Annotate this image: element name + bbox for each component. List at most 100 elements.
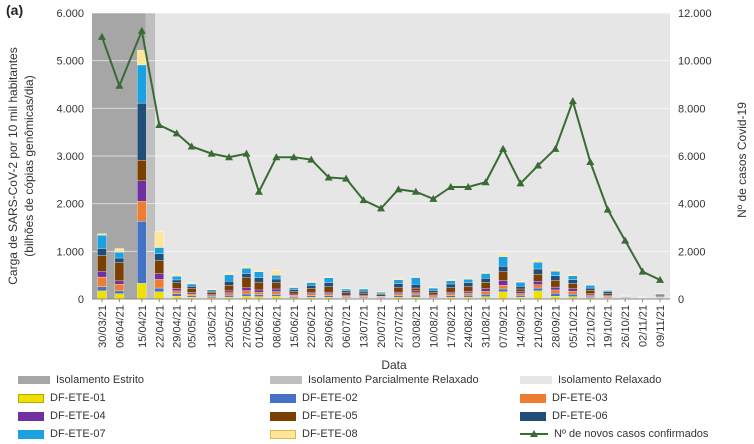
bar-segment <box>498 280 508 286</box>
bar-segment <box>187 293 197 296</box>
bar-segment <box>172 274 182 277</box>
bar-segment <box>358 290 369 294</box>
bar-segment <box>568 274 578 277</box>
bar-segment <box>376 291 386 294</box>
legend-ete03: DF-ETE-03 <box>520 392 608 404</box>
line-point <box>272 153 281 161</box>
line-point <box>342 174 351 182</box>
y-tick-label: 2.000 <box>56 199 84 211</box>
legend-ete07: DF-ETE-07 <box>18 428 106 440</box>
bar-segment <box>411 277 421 285</box>
bar-segment <box>533 259 543 263</box>
bar-segment <box>550 289 561 294</box>
bar-segment <box>97 271 107 278</box>
bar-segment <box>224 281 234 286</box>
x-tick-label: 13/05/21 <box>207 305 219 348</box>
legend-period-strict: Isolamento Estrito <box>18 374 144 386</box>
bar-segment <box>550 275 561 281</box>
legend-cases-line: Nº de novos casos confirmados <box>520 428 708 440</box>
bar-segment <box>463 295 473 298</box>
bar-segment <box>154 273 164 280</box>
line-point <box>97 32 106 40</box>
x-tick-label: 15/04/21 <box>137 305 149 348</box>
bar-segment <box>463 277 473 280</box>
bar-segment <box>241 287 252 291</box>
bar-segment <box>358 292 369 296</box>
bar-segment <box>568 294 578 297</box>
bar-segment <box>172 279 182 283</box>
bar-segment <box>187 288 197 293</box>
line-point <box>377 204 385 212</box>
line-point <box>187 142 196 150</box>
x-tick-label: 05/10/21 <box>568 305 580 348</box>
bar-segment <box>137 180 147 202</box>
panel-label: (a) <box>6 2 24 18</box>
bar-segment <box>154 291 164 300</box>
line-point <box>207 149 216 157</box>
bar-segment <box>585 293 595 296</box>
bar-segment <box>137 283 147 300</box>
legend-label: DF-ETE-08 <box>302 428 358 440</box>
legend-label: DF-ETE-07 <box>50 428 106 440</box>
bar-segment <box>428 292 438 296</box>
x-tick-label: 01/06/21 <box>254 305 266 348</box>
x-tick-label: 21/09/21 <box>533 305 545 348</box>
bar-segment <box>446 295 456 298</box>
x-tick-label: 20/07/21 <box>376 305 388 348</box>
line-point <box>603 205 612 213</box>
bar-segment <box>341 290 351 293</box>
x-tick-label: 27/07/21 <box>393 305 405 348</box>
bar-segment <box>271 282 282 290</box>
line-point <box>307 155 316 163</box>
bar-segment <box>446 283 456 288</box>
legend-ete06: DF-ETE-06 <box>520 410 608 422</box>
bar-segment <box>187 292 197 295</box>
bar-segment <box>515 293 526 296</box>
y-tick-label: 1.000 <box>56 246 84 258</box>
legend-label: Isolamento Relaxado <box>558 374 662 386</box>
line-point <box>551 144 560 152</box>
bar-segment <box>463 286 473 292</box>
bar-segment <box>154 260 164 274</box>
bar-segment <box>498 271 508 281</box>
bar-segment <box>289 295 299 297</box>
bar-segment <box>241 293 252 297</box>
legend-swatch <box>270 393 296 403</box>
legend-period-partial: Isolamento Parcialmente Relaxado <box>270 374 479 386</box>
line-point <box>481 178 490 186</box>
bar-segment <box>289 289 299 292</box>
bar-segment <box>533 262 543 270</box>
line-point <box>394 185 403 193</box>
bar-segment <box>206 295 217 298</box>
bar-segment <box>568 283 578 289</box>
bar-segment <box>550 269 561 272</box>
bar-segment <box>241 277 252 288</box>
bar-segment <box>585 285 595 289</box>
bar-segment <box>254 277 264 283</box>
legend-swatch <box>520 376 552 384</box>
x-tick-label: 22/04/21 <box>154 305 166 348</box>
bar-segment <box>154 279 164 289</box>
bar-segment <box>515 281 526 283</box>
legend-label: DF-ETE-04 <box>50 410 106 422</box>
bar-segment <box>271 291 282 295</box>
bar-segment <box>603 293 613 296</box>
x-tick-label: 22/06/21 <box>306 305 318 348</box>
bar-segment <box>187 295 197 298</box>
bar-segment <box>241 268 252 274</box>
bar-segment <box>585 296 595 298</box>
legend-label: DF-ETE-01 <box>50 392 106 404</box>
bar-segment <box>585 294 595 297</box>
bar-segment <box>603 291 613 294</box>
y-tick-label: 5.000 <box>56 56 84 68</box>
bar-segment <box>446 279 456 281</box>
bar-segment <box>550 280 561 288</box>
bar-segment <box>137 160 147 181</box>
bar-segment <box>411 287 421 292</box>
legend-ete02: DF-ETE-02 <box>270 392 358 404</box>
bar-segment <box>324 282 334 287</box>
bar-segment <box>97 234 107 249</box>
bar-segment <box>187 282 197 285</box>
bar-segment <box>254 270 264 272</box>
x-tick-label: 30/03/21 <box>97 305 109 348</box>
